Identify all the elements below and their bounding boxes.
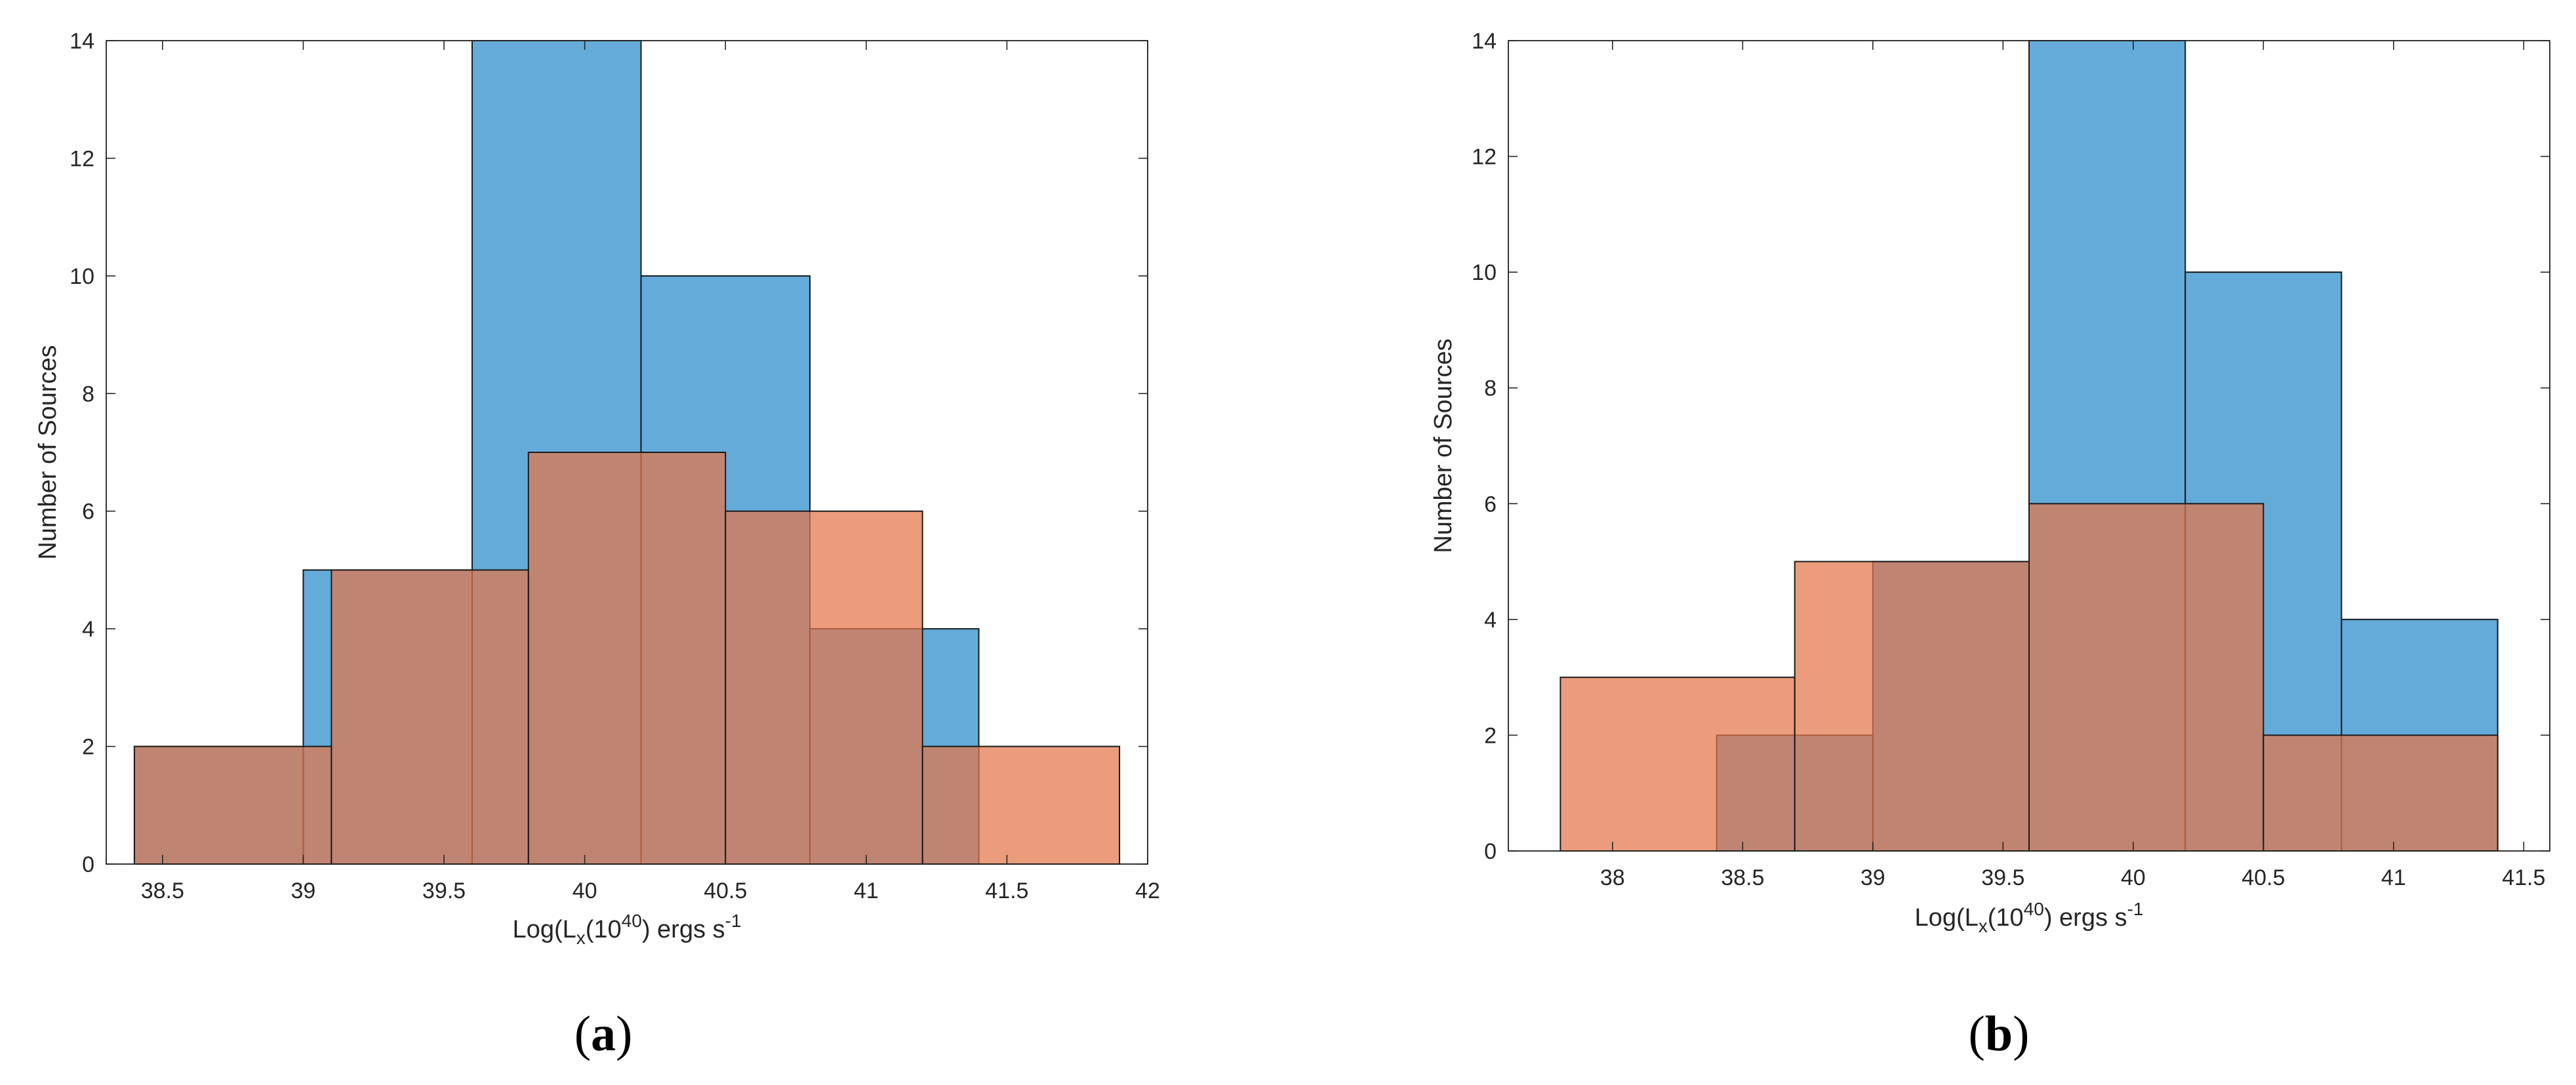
xlabel-superscript: 40 xyxy=(622,911,642,931)
y-tick-label: 0 xyxy=(1484,839,1497,864)
x-axis-label: Log(Lx(1040) ergs s-1 xyxy=(513,911,742,948)
x-tick-label: 38 xyxy=(1600,865,1625,890)
histogram-bar-orange xyxy=(331,569,529,865)
x-tick-label: 40 xyxy=(2121,865,2146,890)
histogram-bar-orange xyxy=(133,745,332,865)
histogram-bar-orange xyxy=(921,745,1121,865)
x-tick-label: 38.5 xyxy=(1721,865,1764,890)
xlabel-superscript: 40 xyxy=(2024,899,2044,919)
y-tick-label: 4 xyxy=(82,617,94,642)
x-tick-label: 39 xyxy=(1861,865,1885,890)
y-axis-label: Number of Sources xyxy=(1430,338,1457,553)
y-tick-label: 2 xyxy=(82,735,94,760)
y-tick-label: 12 xyxy=(70,146,94,171)
y-axis-label: Number of Sources xyxy=(34,345,62,559)
y-tick-label: 6 xyxy=(1484,492,1497,517)
y-tick-label: 2 xyxy=(1484,723,1497,748)
histogram-bar-orange xyxy=(527,452,727,865)
caption-letter: a xyxy=(591,1006,616,1061)
caption-open-paren: ( xyxy=(1969,1006,1985,1061)
histogram-bar-orange xyxy=(1560,677,1796,852)
x-tick-label: 41.5 xyxy=(2502,865,2545,890)
xlabel-unit-superscript: -1 xyxy=(725,911,742,931)
x-tick-label: 39.5 xyxy=(422,878,466,903)
xlabel-mid: (10 xyxy=(586,916,622,943)
x-tick-label: 38.5 xyxy=(141,878,184,903)
y-tick-label: 8 xyxy=(82,382,94,406)
y-tick-label: 12 xyxy=(1472,145,1497,170)
panel-caption: (b) xyxy=(1969,1006,2030,1061)
x-tick-label: 41.5 xyxy=(985,878,1028,903)
xlabel-subscript: x xyxy=(576,928,586,948)
x-tick-label: 41 xyxy=(854,878,879,903)
caption-close-paren: ) xyxy=(616,1006,632,1061)
xlabel-suffix: ) ergs s xyxy=(2044,904,2127,932)
x-tick-label: 39.5 xyxy=(1981,865,2024,890)
xlabel-prefix: Log(L xyxy=(513,916,576,943)
y-tick-label: 8 xyxy=(1484,376,1497,401)
plot-border xyxy=(1508,40,2550,852)
caption-letter: b xyxy=(1985,1006,2013,1061)
plot-border xyxy=(106,40,1148,865)
caption-open-paren: ( xyxy=(574,1006,591,1061)
y-tick-label: 10 xyxy=(70,264,94,289)
xlabel-mid: (10 xyxy=(1988,904,2024,932)
histogram-bar-orange xyxy=(1794,561,2030,852)
x-axis-label: Log(Lx(1040) ergs s-1 xyxy=(1915,899,2144,936)
y-tick-label: 4 xyxy=(1484,608,1497,633)
panel-b: 38 38.5 39 39.5 40 40.5 41 41.502468101214Numbe… xyxy=(1430,29,2550,1061)
x-tick-label: 40 xyxy=(573,878,597,903)
x-tick-label: 40.5 xyxy=(2242,865,2285,890)
histogram-bar-orange xyxy=(2028,503,2264,852)
y-tick-label: 14 xyxy=(70,29,94,54)
x-tick-label: 42 xyxy=(1135,878,1160,903)
x-tick-label: 40.5 xyxy=(704,878,747,903)
x-tick-label: 41 xyxy=(2381,865,2406,890)
y-tick-label: 14 xyxy=(1472,29,1497,54)
y-tick-label: 0 xyxy=(82,852,94,877)
xlabel-unit-superscript: -1 xyxy=(2127,899,2144,919)
histogram-bar-orange xyxy=(725,510,923,865)
x-tick-label: 39 xyxy=(291,878,316,903)
y-tick-label: 6 xyxy=(82,500,94,524)
panel-a: 38.5 39 39.5 40 40.5 41 41.5 42 0 2 4 6 8 10 12 14 Numbe… xyxy=(34,29,1160,1061)
xlabel-prefix: Log(L xyxy=(1915,904,1979,932)
xlabel-suffix: ) ergs s xyxy=(642,916,725,943)
histogram-bar-orange xyxy=(2263,734,2499,852)
caption-close-paren: ) xyxy=(2013,1006,2029,1061)
y-tick-label: 10 xyxy=(1472,260,1497,285)
panel-caption: (a) xyxy=(574,1006,633,1061)
xlabel-subscript: x xyxy=(1979,916,1988,936)
